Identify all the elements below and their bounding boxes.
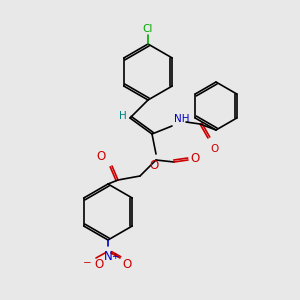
Text: NH: NH bbox=[174, 114, 190, 124]
Text: +: + bbox=[111, 252, 118, 261]
Text: O: O bbox=[97, 150, 106, 163]
Text: O: O bbox=[122, 258, 131, 271]
Text: Cl: Cl bbox=[143, 24, 153, 34]
Text: O: O bbox=[190, 152, 199, 164]
Text: −: − bbox=[83, 258, 92, 268]
Text: H: H bbox=[119, 111, 127, 121]
Text: N: N bbox=[103, 250, 112, 263]
Text: O: O bbox=[210, 144, 218, 154]
Text: O: O bbox=[94, 258, 103, 271]
Text: O: O bbox=[149, 159, 159, 172]
